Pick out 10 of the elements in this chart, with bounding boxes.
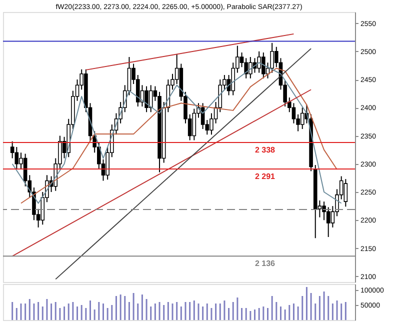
candlestick: [292, 102, 296, 124]
ref-line-label: 2 291: [254, 172, 276, 181]
candlestick: [14, 146, 19, 170]
ref-line-label: 2 136: [254, 259, 276, 268]
candlestick: [300, 107, 304, 130]
ref-line-label: 2 338: [254, 146, 276, 154]
candlestick: [148, 84, 153, 113]
candlestick: [344, 178, 348, 208]
candlestick: [326, 206, 330, 238]
candlestick: [192, 108, 196, 141]
